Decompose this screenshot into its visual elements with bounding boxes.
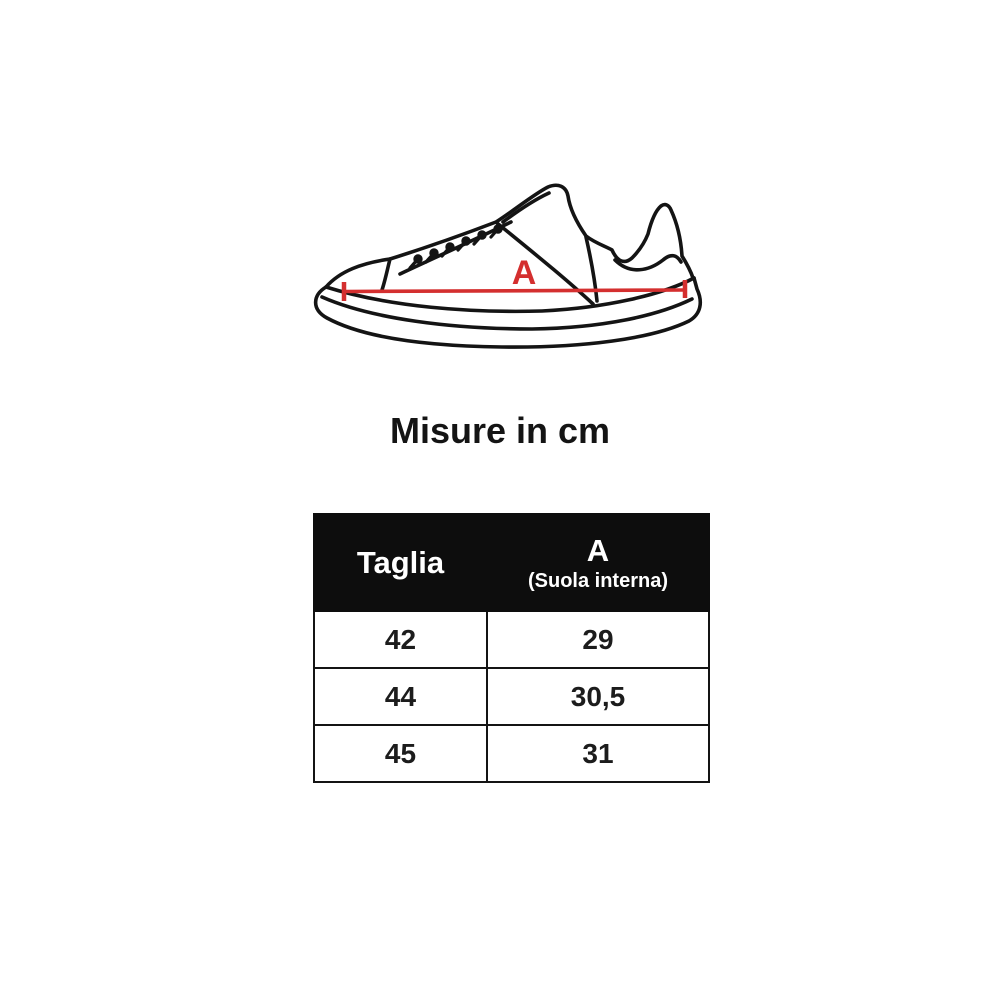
cell-a: 31 [486,724,710,783]
toe-cap-seam [380,257,392,292]
heel-overlay-wave [613,253,683,272]
sneaker-illustration: A [313,183,703,349]
tongue-inner-line [501,191,551,224]
table-header-row: Taglia A (Suola interna) [313,513,710,612]
table-row: 45 31 [313,724,710,783]
measurement-line [341,280,688,301]
table-row: 42 29 [313,610,710,669]
header-taglia-label: Taglia [356,544,445,580]
header-taglia: Taglia [313,513,488,612]
cell-taglia: 45 [313,724,488,783]
header-a: A (Suola interna) [486,513,710,612]
measure-label-a: A [512,254,537,292]
page-title: Misure in cm [389,410,611,451]
cell-a: 29 [486,610,710,669]
midsole-seam [320,295,694,331]
cell-taglia: 42 [313,610,488,669]
header-a-label: A [586,532,610,568]
cell-taglia: 44 [313,667,488,726]
laces [408,224,503,270]
quarter-seam [495,221,595,306]
cell-a: 30,5 [486,667,710,726]
upper-outline [324,183,695,289]
sole-top-line [324,276,696,314]
table-row: 44 30,5 [313,667,710,726]
header-a-sublabel: (Suola interna) [527,569,668,592]
collar-seam [584,235,599,303]
sole-bottom-outline [313,276,703,349]
size-table: Taglia A (Suola interna) 42 29 44 30,5 4… [313,513,710,783]
